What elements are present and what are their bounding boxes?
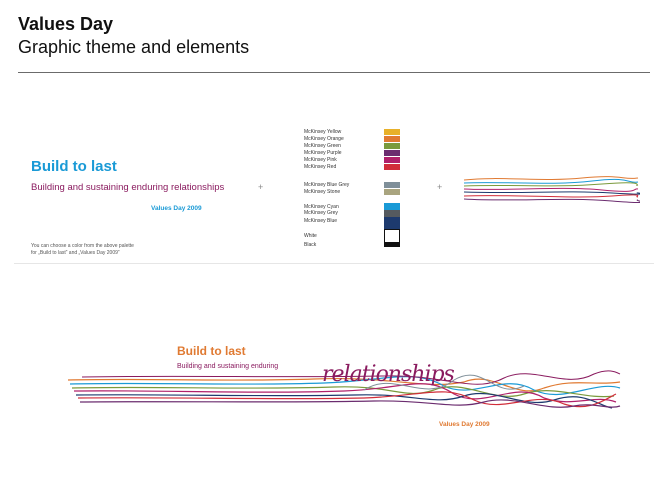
color-swatch (384, 143, 400, 149)
color-swatch (384, 136, 400, 142)
palette-label-white: White (304, 233, 317, 239)
tagline: Building and sustaining enduring (177, 363, 279, 370)
color-swatch (384, 189, 400, 195)
color-swatch (384, 182, 400, 188)
plus-sign: + (437, 182, 443, 192)
relationships-script-word: relationships (322, 362, 455, 387)
color-swatch (384, 229, 400, 243)
page-title: Values Day (18, 14, 114, 34)
color-swatch (384, 210, 400, 217)
palette-label-black: Black (304, 242, 317, 248)
palette-label-stone: McKinsey Stone (304, 189, 341, 195)
palette-label-orange: McKinsey Orange (304, 136, 344, 142)
palette-label-pink: McKinsey Pink (304, 157, 337, 163)
event-label: Values Day 2009 (439, 421, 490, 428)
color-swatch (384, 203, 400, 210)
palette-label-green: McKinsey Green (304, 143, 341, 149)
event-label: Values Day 2009 (151, 205, 202, 212)
panel-divider (14, 263, 654, 264)
palette-label-purple: McKinsey Purple (304, 150, 342, 156)
palette-note-line2: for „Build to last“ and „Values Day 2009… (31, 250, 120, 256)
color-swatch (384, 150, 400, 156)
palette-note-line1: You can choose a color from the above pa… (31, 243, 134, 249)
tagline: Building and sustaining enduring relatio… (31, 182, 225, 193)
color-swatch (384, 164, 400, 170)
palette-label-blue-grey: McKinsey Blue Grey (304, 182, 350, 188)
palette-label-blue: McKinsey Blue (304, 218, 338, 224)
palette-label-red: McKinsey Red (304, 164, 337, 170)
tangled-lines-graphic (67, 370, 621, 409)
color-swatch (384, 157, 400, 163)
color-swatch (384, 243, 400, 247)
headline-build-to-last: Build to last (177, 344, 246, 358)
line-bundle-graphic (463, 176, 640, 204)
page-subtitle: Graphic theme and elements (18, 37, 250, 57)
header-divider (18, 72, 650, 73)
plus-sign: + (258, 182, 264, 192)
palette-label-grey: McKinsey Grey (304, 210, 338, 216)
headline-build-to-last: Build to last (31, 158, 117, 175)
palette-label-cyan: McKinsey Cyan (304, 204, 339, 210)
color-swatch (384, 217, 400, 229)
palette-label-yellow: McKinsey Yellow (304, 129, 342, 135)
color-swatch (384, 129, 400, 135)
